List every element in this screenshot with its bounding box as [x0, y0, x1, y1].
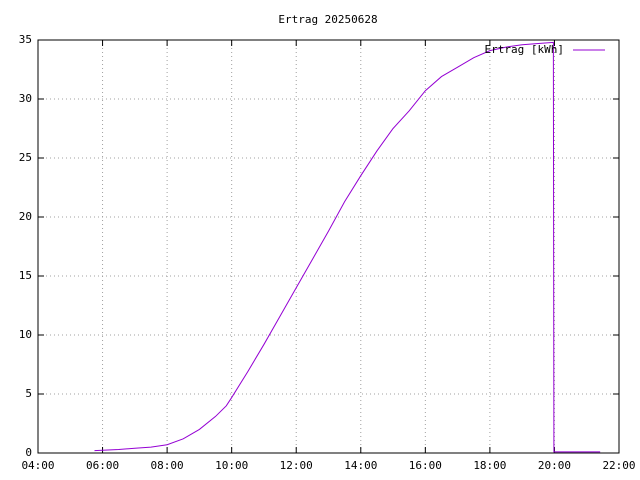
x-tick-label: 04:00: [21, 459, 54, 472]
y-tick-label: 0: [25, 446, 32, 459]
x-tick-label: 06:00: [86, 459, 119, 472]
data-line: [94, 41, 601, 453]
y-tick-label: 10: [19, 328, 32, 341]
x-tick-label: 20:00: [538, 459, 571, 472]
x-tick-label: 22:00: [602, 459, 635, 472]
y-tick-label: 5: [25, 387, 32, 400]
y-tick-label: 25: [19, 151, 32, 164]
legend-label: Ertrag [kWh]: [485, 43, 564, 56]
chart-title: Ertrag 20250628: [278, 13, 377, 26]
x-tick-label: 10:00: [215, 459, 248, 472]
x-tick-label: 14:00: [344, 459, 377, 472]
x-tick-label: 12:00: [280, 459, 313, 472]
plot-border: [37, 39, 620, 454]
x-tick-label: 18:00: [473, 459, 506, 472]
y-tick-label: 15: [19, 269, 32, 282]
y-tick-label: 30: [19, 92, 32, 105]
x-tick-label: 16:00: [409, 459, 442, 472]
x-tick-label: 08:00: [151, 459, 184, 472]
y-tick-label: 20: [19, 210, 32, 223]
y-tick-label: 35: [19, 33, 32, 46]
